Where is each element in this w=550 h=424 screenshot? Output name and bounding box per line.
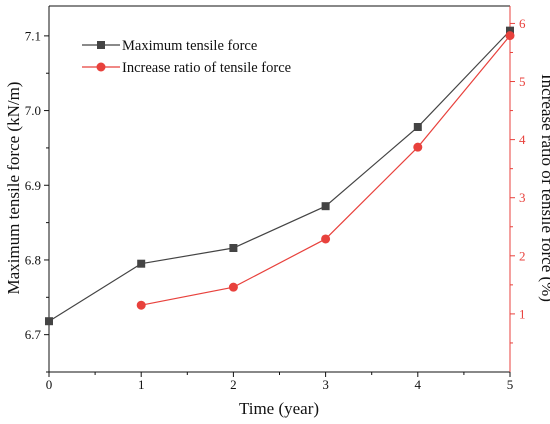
y-left-tick-label: 7.1 — [25, 28, 41, 43]
y-right-tick-label: 1 — [519, 306, 526, 321]
series-1-point — [229, 244, 238, 253]
y-axis-right: 1 2 3 4 5 6 — [510, 16, 526, 344]
series-1-point — [45, 317, 53, 326]
x-axis: 0 1 2 3 4 5 — [46, 372, 514, 392]
y-right-tick-label: 5 — [519, 74, 526, 89]
series-1-point — [137, 259, 146, 268]
y-left-tick-label: 7.0 — [25, 103, 41, 118]
x-tick-label: 2 — [230, 377, 237, 392]
series-line-2 — [141, 35, 511, 306]
legend-marker-2 — [96, 62, 106, 72]
y-right-tick-label: 2 — [519, 248, 526, 263]
x-tick-label: 3 — [322, 377, 329, 392]
series-2-point — [321, 234, 331, 244]
series-2-point — [228, 282, 238, 292]
series-2-point — [505, 31, 515, 41]
x-axis-label: Time (year) — [239, 399, 319, 418]
y-axis-left-label: Maximum tensile force (kN/m) — [4, 82, 23, 295]
y-right-tick-label: 4 — [519, 132, 526, 147]
legend: Maximum tensile force Increase ratio of t… — [82, 38, 291, 76]
series-line-1 — [48, 30, 511, 322]
y-left-tick-label: 6.7 — [25, 327, 42, 342]
y-left-tick-label: 6.8 — [25, 252, 41, 267]
y-left-tick-label: 6.9 — [25, 178, 41, 193]
x-tick-label: 0 — [46, 377, 53, 392]
x-tick-label: 4 — [415, 377, 422, 392]
legend-marker-1 — [97, 41, 105, 49]
y-right-tick-label: 6 — [519, 16, 526, 31]
series-2-point — [136, 300, 146, 310]
series-2-point — [413, 142, 423, 152]
legend-label-2: Increase ratio of tensile force — [122, 60, 291, 76]
x-tick-label: 5 — [507, 377, 514, 392]
legend-label-1: Maximum tensile force — [122, 38, 257, 54]
plot-frame — [48, 5, 511, 373]
series-1-point — [506, 26, 514, 35]
y-right-tick-label: 3 — [519, 190, 526, 205]
y-axis-left: 6.7 6.8 6.9 7.0 7.1 — [25, 28, 49, 373]
series-layer — [45, 26, 515, 326]
x-tick-label: 1 — [138, 377, 145, 392]
series-1-point — [321, 202, 330, 211]
y-axis-right-label: Increase ratio of tensile force (%) — [538, 74, 550, 302]
series-1-point — [413, 123, 422, 132]
